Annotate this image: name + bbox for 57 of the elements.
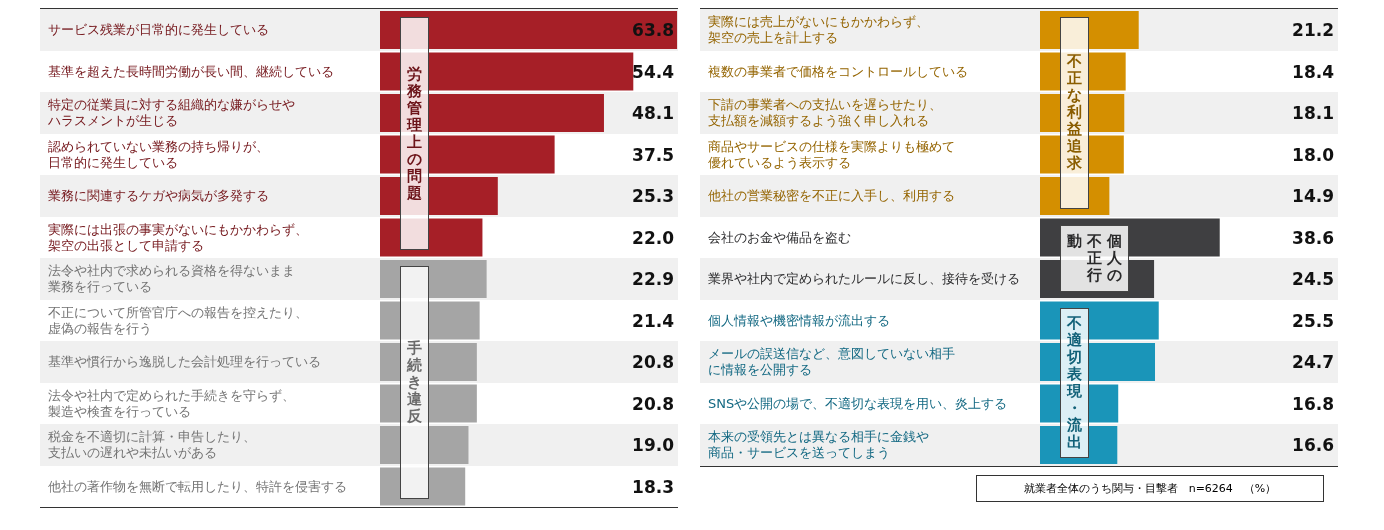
data-label: 14.9 <box>1292 186 1334 206</box>
group-label: 労務管理上の問題 <box>400 17 429 250</box>
data-label: 38.6 <box>1292 227 1334 248</box>
y-tick-label: SNSや公開の場で、不適切な表現を用い、炎上する <box>708 395 1008 411</box>
group-label: 不正な利益追求 <box>1060 17 1089 209</box>
data-label: 37.5 <box>632 144 674 165</box>
data-label: 25.3 <box>632 186 674 206</box>
y-tick-label: 不正について所管官庁への報告を控えたり、虚偽の報告を行う <box>48 304 308 336</box>
data-label: 20.8 <box>632 393 674 414</box>
group-label: 手続き違反 <box>400 266 429 499</box>
group-label: 個人の不正行動 <box>1060 224 1129 292</box>
annotation: 個人の不正行動 <box>1067 231 1122 284</box>
y-tick-label: 他社の著作物を無断で転用したり、特許を侵害する <box>48 478 347 494</box>
y-tick-label: メールの誤送信など、意図していない相手に情報を公開する <box>708 346 955 378</box>
y-tick-label: 税金を不適切に計算・申告したり、支払いの遅れや未払いがある <box>48 429 256 461</box>
y-tick-label: 業務に関連するケガや病気が多発する <box>48 188 269 204</box>
data-label: 25.5 <box>1292 310 1334 331</box>
y-tick-label: 実際には売上がないにもかかわらず、架空の売上を計上する <box>708 14 929 46</box>
data-label: 48.1 <box>632 103 674 123</box>
data-label: 20.8 <box>632 352 674 372</box>
y-tick-label: 法令や社内で定められた手続きを守らず、製造や検査を行っている <box>48 387 295 419</box>
y-tick-label: 下請の事業者への支払いを遅らせたり、支払額を減額するよう強く申し入れる <box>708 97 942 129</box>
annotation: 労務管理上の問題 <box>407 64 422 202</box>
y-tick-label: 法令や社内で求められる資格を得ないまま業務を行っている <box>48 263 295 295</box>
y-tick-label: 複数の事業者で価格をコントロールしている <box>708 63 968 79</box>
text: 就業者全体のうち関与・目撃者 n=6264 （%） <box>976 474 1324 502</box>
data-label: 63.8 <box>632 20 674 40</box>
y-tick-label: 基準や慣行から逸脱した会計処理を行っている <box>48 354 321 370</box>
y-tick-label: 会社のお金や備品を盗む <box>708 229 851 245</box>
y-tick-label: 基準を超えた長時間労働が長い間、継続している <box>48 63 334 79</box>
data-label: 16.6 <box>1292 435 1334 455</box>
data-label: 18.0 <box>1292 144 1335 165</box>
data-label: 19.0 <box>632 435 675 455</box>
y-tick-label: 個人情報や機密情報が流出する <box>708 312 890 328</box>
data-label: 24.7 <box>1292 352 1334 372</box>
data-label: 21.4 <box>632 310 675 331</box>
group-label: 不適切表現・流出 <box>1060 307 1089 458</box>
data-label: 54.4 <box>632 61 675 82</box>
y-tick-label: 本来の受領先とは異なる相手に金銭や商品・サービスを送ってしまう <box>708 429 929 461</box>
y-tick-label: 業界や社内で定められたルールに反し、接待を受ける <box>708 271 1020 287</box>
data-label: 18.4 <box>1292 61 1335 82</box>
data-label: 22.0 <box>632 227 675 248</box>
data-label: 21.2 <box>1292 20 1334 40</box>
annotation: 不正な利益追求 <box>1067 52 1082 173</box>
y-tick-label: 他社の営業秘密を不正に入手し、利用する <box>708 188 955 204</box>
y-tick-label: 特定の従業員に対する組織的な嫌がらせやハラスメントが生じる <box>47 97 295 129</box>
data-label: 24.5 <box>1292 269 1334 289</box>
y-tick-label: 認められていない業務の持ち帰りが、日常的に発生している <box>48 138 269 170</box>
data-label: 18.1 <box>1292 103 1334 123</box>
y-tick-label: 実際には出張の事実がないにもかかわらず、架空の出張として申請する <box>48 221 308 253</box>
y-tick-label: サービス残業が日常的に発生している <box>48 22 269 38</box>
data-label: 18.3 <box>632 476 674 497</box>
annotation: 手続き違反 <box>407 339 422 425</box>
data-label: 22.9 <box>632 269 674 289</box>
y-tick-label: 商品やサービスの仕様を実際よりも極めて優れているよう表示する <box>708 138 955 170</box>
annotation: 不適切表現・流出 <box>1067 313 1082 451</box>
data-label: 16.8 <box>1292 393 1334 414</box>
